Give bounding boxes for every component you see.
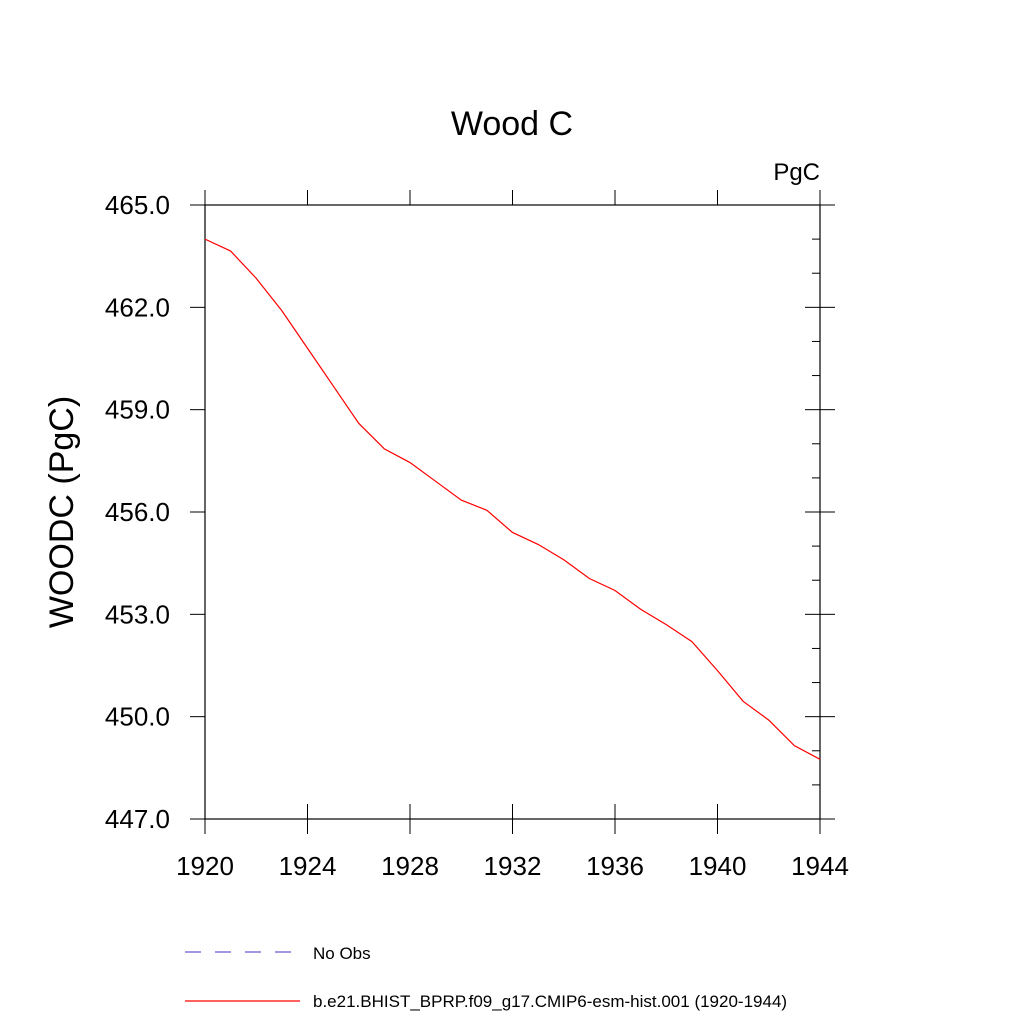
y-axis-label: WOODC (PgC) <box>43 396 81 628</box>
y-tick-label: 447.0 <box>105 804 170 834</box>
y-tick-label: 462.0 <box>105 292 170 322</box>
legend-label-model: b.e21.BHIST_BPRP.f09_g17.CMIP6-esm-hist.… <box>313 992 787 1011</box>
axis-ticks <box>190 190 835 834</box>
y-tick-label: 450.0 <box>105 702 170 732</box>
x-tick-label: 1920 <box>176 851 234 881</box>
legend: No Obs b.e21.BHIST_BPRP.f09_g17.CMIP6-es… <box>185 944 787 1011</box>
units-label: PgC <box>773 159 820 186</box>
series-line <box>204 238 821 760</box>
y-tick-label: 465.0 <box>105 190 170 220</box>
y-tick-labels: 447.0 450.0 453.0 456.0 459.0 462.0 465.0 <box>105 190 170 834</box>
x-tick-label: 1928 <box>381 851 439 881</box>
y-tick-label: 459.0 <box>105 395 170 425</box>
x-tick-label: 1924 <box>279 851 337 881</box>
legend-label-no-obs: No Obs <box>313 944 371 963</box>
x-tick-label: 1936 <box>586 851 644 881</box>
x-tick-label: 1944 <box>791 851 849 881</box>
x-tick-label: 1932 <box>484 851 542 881</box>
x-tick-labels: 1920 1924 1928 1932 1936 1940 1944 <box>176 851 849 881</box>
plot-frame <box>204 204 821 820</box>
chart-title: Wood C <box>451 105 573 143</box>
x-tick-label: 1940 <box>689 851 747 881</box>
y-tick-label: 453.0 <box>105 599 170 629</box>
y-tick-label: 456.0 <box>105 497 170 527</box>
